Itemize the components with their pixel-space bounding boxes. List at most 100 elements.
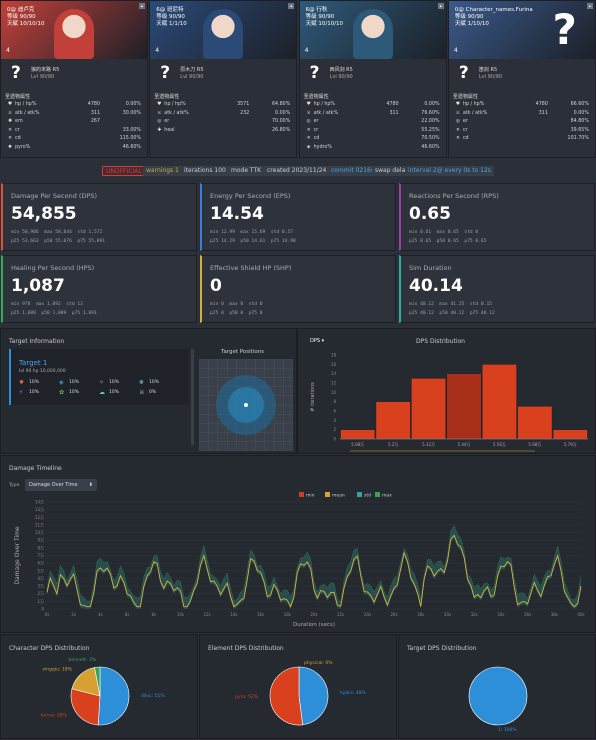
dps-dist-panel: DPS Distribution DPS ▾ # iterations 0 2 4 6 8…	[297, 328, 596, 454]
character-talent: 天赋 10/10/10	[7, 21, 45, 27]
target-card[interactable]: Target 1 lvl 90 hp 10,000,000 ✹ 10% ◈ 10% ✧ 1…	[9, 349, 189, 405]
stat-name: er	[313, 119, 319, 125]
legend-swatch[interactable]	[299, 492, 304, 497]
stat-row: ✕ cd 115.00%	[5, 136, 145, 145]
stat-flat: 311	[90, 110, 100, 116]
character-card[interactable]: ? 0@ Character_names.Furina 等级 90/90 天赋 1/1…	[447, 0, 596, 158]
player-marker	[244, 403, 248, 407]
metric-stats-row1: min 0.61 max 0.65 std 0	[409, 230, 479, 235]
y-tick-label: 6万	[37, 561, 44, 566]
dps-bar[interactable]	[517, 406, 553, 440]
stat-row: ⚔ atk / atk% 311 30.00%	[5, 111, 145, 120]
stat-icon: ◈	[306, 144, 311, 150]
legend-swatch[interactable]	[357, 492, 362, 497]
y-tick-label: 10	[331, 390, 337, 395]
target-dps-title: Target DPS Distribution	[407, 645, 477, 652]
stat-name: cd	[15, 136, 21, 142]
stat-name: hydro%	[313, 144, 332, 150]
constellation-count: 4	[155, 47, 160, 54]
metric-title: Sim Duration	[409, 264, 452, 272]
scroll-up-icon[interactable]: ▴	[437, 3, 444, 9]
legend-swatch[interactable]	[375, 492, 380, 497]
dps-bar[interactable]	[340, 429, 376, 440]
stat-name: cr	[313, 127, 319, 133]
stat-pct: 0.00%	[573, 110, 589, 116]
weapon-name: 狼的末路 R5	[31, 67, 60, 73]
char-dps-panel: Character DPS Distribution diluc: 51% fur…	[0, 634, 198, 739]
weapon-level: Lvl 90/90	[329, 74, 353, 80]
metric-value: 0.65	[409, 204, 451, 224]
character-card[interactable]: 6@ 班尼特 等级 90/90 天赋 1/1/10 4 ▴? 原木刀 R5 Lvl 90/9…	[149, 0, 298, 158]
weapon-info: ? 狼的末路 R5 Lvl 90/90	[5, 61, 145, 85]
stat-name: atk / atk%	[313, 110, 339, 116]
character-name: 6@ 行秋	[305, 7, 328, 13]
stat-icon: ✕	[306, 136, 311, 142]
pie-slice[interactable]	[298, 666, 329, 726]
metric-card: Energy Per Second (EPS) 14.54 min 12.99 ma…	[200, 183, 396, 251]
dps-bar[interactable]	[481, 364, 517, 440]
pie-slice[interactable]	[94, 666, 101, 697]
x-tick-label: 6s	[125, 612, 130, 617]
character-level: 等级 90/90	[7, 14, 36, 20]
dps-bar[interactable]	[375, 401, 411, 440]
max-line	[46, 525, 582, 603]
stat-name: cr	[462, 127, 468, 133]
pie-label: bennett: 3%	[68, 657, 96, 663]
scroll-up-icon[interactable]: ▴	[139, 3, 145, 9]
metric-stats-row1: min 40.12 max 41.25 std 0.15	[409, 302, 492, 307]
metric-title: Damage Per Second (DPS)	[11, 192, 98, 200]
y-tick-label: 12万	[35, 515, 44, 520]
stat-pct: 66.60%	[570, 102, 589, 107]
stat-pct: 46.60%	[122, 144, 141, 150]
type-select[interactable]: Damage Over Time ⬍	[25, 479, 97, 491]
y-tick-label: 13万	[35, 507, 44, 512]
char-dps-title: Character DPS Distribution	[9, 645, 90, 652]
target-scrollbar[interactable]	[191, 349, 194, 445]
artifact-stats: 圣遗物属性 ♥ hp / hp% 4780 0.00% ⚔ atk / atk% 311 30.…	[5, 93, 145, 154]
x-tick-label: 5.32万	[422, 442, 435, 447]
stat-name: hp / hp%	[462, 102, 485, 107]
x-tick-label: 34s	[497, 612, 504, 617]
dps-bar[interactable]	[552, 429, 588, 440]
character-banner	[1, 1, 147, 59]
scroll-up-icon[interactable]: ▴	[586, 3, 593, 9]
stat-icon: ◎	[157, 119, 162, 125]
stat-flat: 4780	[386, 102, 399, 107]
info-tag: mode TTK	[228, 166, 265, 176]
legend-swatch[interactable]	[325, 492, 330, 497]
stat-icon: ♥	[7, 102, 13, 107]
legend-label: mean	[332, 494, 345, 499]
x-tick-label: 10s	[177, 612, 184, 617]
character-name: 6@ 班尼特	[156, 7, 184, 13]
stat-name: cd	[313, 136, 320, 142]
pie-slice[interactable]	[70, 688, 101, 726]
character-level: 等级 90/90	[305, 14, 335, 20]
pie-slice[interactable]	[468, 666, 528, 726]
weapon-info: ? 原木刀 R5 Lvl 90/90	[154, 61, 294, 85]
character-portrait	[54, 9, 94, 59]
scroll-up-icon[interactable]: ▴	[288, 3, 295, 9]
stat-row: ✕ cd 70.50%	[304, 136, 444, 145]
y-axis-label: Damage Over Time	[14, 526, 21, 585]
stat-flat: 267	[90, 119, 100, 125]
weapon-level: Lvl 90/90	[478, 74, 503, 80]
stat-pct: 30.00%	[122, 110, 141, 116]
dps-bar[interactable]	[411, 378, 447, 440]
y-tick-label: 5万	[37, 568, 44, 573]
character-card[interactable]: 6@ 行秋 等级 90/90 天赋 10/10/10 4 ▴? 西风剑 R5 Lvl 90/…	[298, 0, 447, 158]
y-tick-label: 3万	[37, 584, 44, 589]
dps-dist-selector[interactable]: DPS ▾	[310, 338, 325, 344]
stat-pct: 101.70%	[567, 136, 589, 142]
x-tick-label: 16s	[257, 612, 264, 617]
stat-pct: 70.00%	[272, 119, 291, 125]
resist-icon: ☁	[99, 389, 105, 396]
metric-title: Effective Shield HP (SHP)	[210, 264, 292, 272]
stat-name: heal	[164, 127, 175, 133]
pie-slice[interactable]	[269, 666, 303, 726]
stat-icon: ⚔	[157, 110, 162, 116]
character-card[interactable]: 0@ 迪卢克 等级 90/90 天赋 10/10/10 4 ▴? 狼的末路 R5 Lvl 9…	[0, 0, 148, 158]
x-tick-label: 40s	[577, 612, 584, 617]
dps-bar[interactable]	[446, 373, 482, 440]
pie-slice[interactable]	[97, 666, 130, 726]
metric-stats-row2: p25 53,663 p50 55,076 p75 55,891	[11, 239, 106, 244]
